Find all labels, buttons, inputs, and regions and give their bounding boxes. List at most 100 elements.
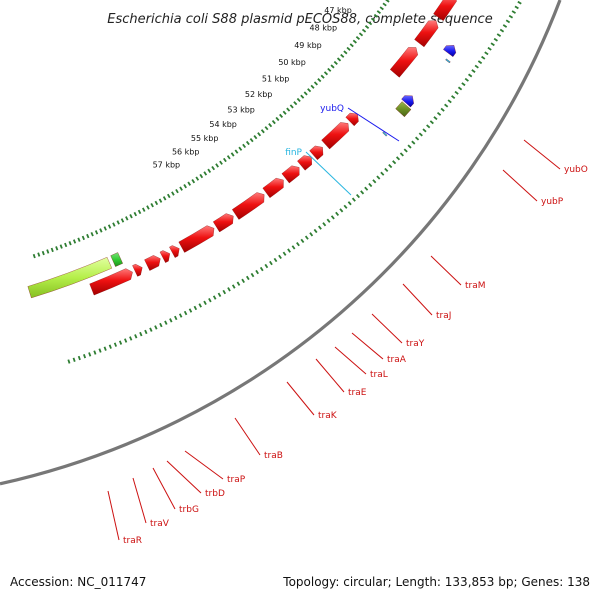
inner-tick <box>37 252 41 257</box>
outer-tick <box>433 116 438 121</box>
leader-traV <box>132 477 147 524</box>
outer-tick <box>134 334 138 339</box>
label-leaders <box>107 107 561 541</box>
gene-label-trbD[interactable]: trbD <box>205 489 225 499</box>
inner-tick <box>300 94 305 99</box>
inner-tick <box>358 32 364 37</box>
outer-tick <box>422 128 427 133</box>
inner-tick <box>146 205 150 210</box>
gene-label-traA[interactable]: traA <box>387 355 407 365</box>
gene-label-yubQ[interactable]: yubQ <box>320 104 344 114</box>
inner-tick <box>330 64 335 69</box>
gene-label-traR[interactable]: traR <box>123 536 142 546</box>
gene-label-traJ[interactable]: traJ <box>436 311 451 321</box>
outer-tick <box>108 344 112 349</box>
inner-tick <box>249 137 254 143</box>
outer-tick <box>490 42 495 47</box>
gene-red <box>345 112 359 127</box>
gene-label-traY[interactable]: traY <box>406 339 425 349</box>
gene-label-traL[interactable]: traL <box>370 370 388 380</box>
gene-label-traP[interactable]: traP <box>227 475 246 485</box>
outer-tick <box>282 251 287 256</box>
outer-tick <box>464 77 469 82</box>
inner-tick <box>327 67 332 72</box>
gene-red <box>159 250 171 263</box>
outer-tick <box>103 346 107 351</box>
outer-tick <box>193 305 198 311</box>
inner-tick <box>367 21 373 26</box>
tick-ring <box>32 0 522 364</box>
gene-red <box>178 225 215 253</box>
outer-tick <box>477 60 483 65</box>
outer-tick <box>159 322 163 328</box>
outer-tick <box>440 107 445 112</box>
outer-tick <box>384 167 389 172</box>
inner-tick <box>268 123 273 128</box>
outer-tick <box>372 179 377 184</box>
inner-tick <box>90 232 94 237</box>
inner-tick <box>264 126 269 131</box>
outer-tick <box>411 140 416 145</box>
inner-tick <box>191 178 196 184</box>
outer-tick <box>339 208 344 213</box>
outer-tick <box>399 152 404 157</box>
outer-tick <box>67 359 71 364</box>
outer-tick <box>517 0 522 5</box>
gene-label-yubP[interactable]: yubP <box>541 197 564 207</box>
gene-red <box>169 245 180 258</box>
inner-tick <box>64 242 68 248</box>
gene-label-traB[interactable]: traB <box>264 451 283 461</box>
kbp-label: 55 kbp <box>191 134 219 143</box>
outer-tick <box>250 272 255 278</box>
outer-tick <box>360 190 365 195</box>
outer-tick <box>356 193 361 199</box>
inner-tick <box>195 176 200 181</box>
inner-tick <box>199 173 204 179</box>
inner-tick <box>370 17 376 22</box>
leader-trbG <box>152 467 176 510</box>
outer-tick <box>273 257 278 263</box>
outer-tick <box>264 263 269 269</box>
outer-tick <box>436 111 442 116</box>
gene-label-trbG[interactable]: trbG <box>179 505 199 515</box>
inner-tick <box>183 184 187 189</box>
outer-tick <box>508 14 514 19</box>
outer-tick <box>499 28 505 33</box>
gene-red <box>433 0 457 21</box>
outer-tick <box>174 315 178 321</box>
gene-label-finP[interactable]: finP <box>285 148 302 158</box>
gene-track <box>27 0 457 299</box>
outer-tick <box>198 303 202 308</box>
outer-tick <box>343 204 348 209</box>
gene-label-traV[interactable]: traV <box>150 519 170 529</box>
gene-label-traK[interactable]: traK <box>318 411 338 421</box>
kbp-label: 52 kbp <box>245 90 273 99</box>
outer-tick <box>376 175 381 180</box>
gene-label-traM[interactable]: traM <box>465 281 486 291</box>
inner-tick <box>303 91 308 96</box>
outer-tick <box>188 308 193 313</box>
inner-tick <box>352 39 357 44</box>
inner-tick <box>112 222 116 227</box>
outer-tick <box>447 99 452 104</box>
leader-traE <box>315 358 345 393</box>
gene-red <box>132 263 143 277</box>
gene-red <box>89 268 133 296</box>
gene-label-yubO[interactable]: yubO <box>564 165 588 175</box>
inner-tick <box>175 188 179 194</box>
inner-tick <box>162 196 167 201</box>
gene-label-traE[interactable]: traE <box>348 388 367 398</box>
inner-tick <box>317 78 322 83</box>
inner-tick <box>72 239 77 244</box>
inner-tick <box>379 6 384 11</box>
inner-tick <box>349 43 354 48</box>
map-summary-text: Topology: circular; Length: 133,853 bp; … <box>282 575 590 589</box>
outer-tick <box>418 132 423 137</box>
inner-tick <box>107 224 112 229</box>
outer-tick <box>415 136 420 141</box>
inner-tick <box>385 0 390 3</box>
inner-tick <box>286 107 291 112</box>
outer-tick <box>88 352 92 357</box>
outer-tick <box>304 235 309 240</box>
inner-tick <box>320 74 325 79</box>
